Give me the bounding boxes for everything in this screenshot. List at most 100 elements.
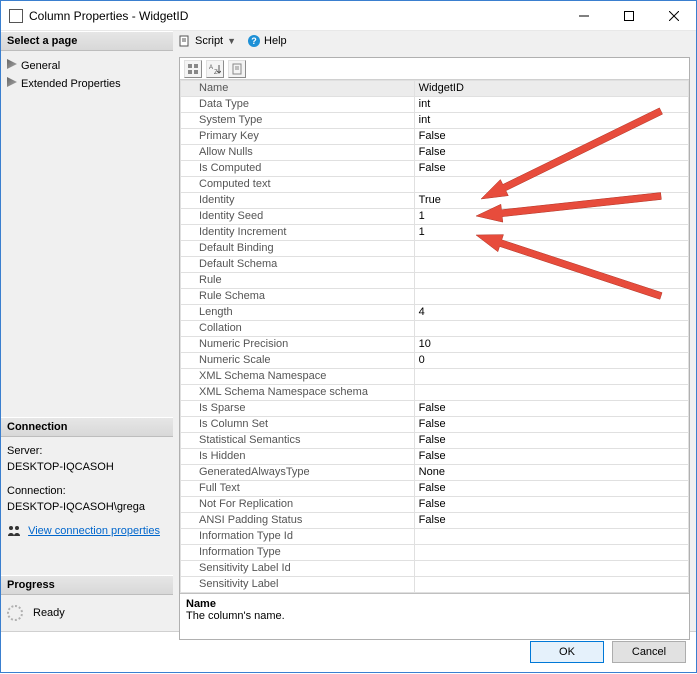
property-row[interactable]: Collation [181,321,689,337]
property-row[interactable]: GeneratedAlwaysTypeNone [181,465,689,481]
property-value[interactable]: WidgetID [414,81,688,97]
property-name: Information Type Id [181,529,415,545]
property-value[interactable]: True [414,193,688,209]
help-label[interactable]: Help [264,35,287,47]
property-grid-scroll[interactable]: NameWidgetIDData TypeintSystem TypeintPr… [180,80,689,593]
property-value[interactable]: False [414,401,688,417]
property-row[interactable]: Numeric Precision10 [181,337,689,353]
property-value[interactable]: 1 [414,225,688,241]
property-row[interactable]: Rule [181,273,689,289]
property-row[interactable]: Primary KeyFalse [181,129,689,145]
script-dropdown-icon[interactable]: ▼ [227,36,236,46]
property-row[interactable]: Not For ReplicationFalse [181,497,689,513]
property-value[interactable] [414,529,688,545]
nav-item-extended-properties[interactable]: Extended Properties [7,75,167,93]
cancel-button[interactable]: Cancel [612,641,686,663]
property-row[interactable]: XML Schema Namespace [181,369,689,385]
property-value[interactable]: False [414,433,688,449]
property-row[interactable]: Statistical SemanticsFalse [181,433,689,449]
property-value[interactable] [414,577,688,593]
property-row[interactable]: Sensitivity Label Id [181,561,689,577]
ok-button[interactable]: OK [530,641,604,663]
property-row[interactable]: Rule Schema [181,289,689,305]
alphabetical-button[interactable]: AZ [206,60,224,78]
property-name: Statistical Semantics [181,433,415,449]
property-name: Full Text [181,481,415,497]
property-row[interactable]: Identity Increment1 [181,225,689,241]
property-value[interactable]: False [414,145,688,161]
property-value[interactable]: int [414,97,688,113]
property-value[interactable] [414,561,688,577]
property-value[interactable]: 0 [414,353,688,369]
property-name: Rule Schema [181,289,415,305]
property-row[interactable]: XML Schema Namespace schema [181,385,689,401]
connection-label: Connection: [7,483,167,499]
select-page-header: Select a page [1,31,173,51]
property-panel: AZ NameWidgetIDData TypeintSystem Typein… [179,57,690,640]
property-name: Information Type [181,545,415,561]
property-name: Collation [181,321,415,337]
property-value[interactable]: int [414,113,688,129]
property-row[interactable]: Computed text [181,177,689,193]
close-button[interactable] [651,1,696,30]
property-value[interactable] [414,321,688,337]
property-value[interactable]: False [414,417,688,433]
property-row[interactable]: Identity Seed1 [181,209,689,225]
property-name: XML Schema Namespace [181,369,415,385]
property-value[interactable]: None [414,465,688,481]
property-value[interactable] [414,257,688,273]
property-row[interactable]: Is ComputedFalse [181,161,689,177]
property-row[interactable]: Information Type [181,545,689,561]
property-row[interactable]: IdentityTrue [181,193,689,209]
property-row[interactable]: ANSI Padding StatusFalse [181,513,689,529]
property-name: Identity Increment [181,225,415,241]
view-connection-properties-link[interactable]: View connection properties [28,525,160,537]
property-value[interactable]: False [414,481,688,497]
property-row[interactable]: Numeric Scale0 [181,353,689,369]
property-value[interactable]: 4 [414,305,688,321]
property-row[interactable]: NameWidgetID [181,81,689,97]
property-row[interactable]: Length4 [181,305,689,321]
property-value[interactable] [414,177,688,193]
property-name: Rule [181,273,415,289]
property-row[interactable]: Is HiddenFalse [181,449,689,465]
script-label[interactable]: Script [195,35,223,47]
property-name: Is Computed [181,161,415,177]
property-row[interactable]: Sensitivity Label [181,577,689,593]
property-value[interactable] [414,289,688,305]
help-icon: ? [248,35,260,47]
property-grid: NameWidgetIDData TypeintSystem TypeintPr… [180,80,689,593]
property-value[interactable]: 10 [414,337,688,353]
property-value[interactable]: False [414,161,688,177]
property-row[interactable]: Allow NullsFalse [181,145,689,161]
property-value[interactable] [414,545,688,561]
minimize-button[interactable] [561,1,606,30]
property-row[interactable]: Default Schema [181,257,689,273]
property-row[interactable]: Data Typeint [181,97,689,113]
property-row[interactable]: System Typeint [181,113,689,129]
nav-list: GeneralExtended Properties [1,51,173,99]
property-value[interactable] [414,273,688,289]
connection-value: DESKTOP-IQCASOH\grega [7,499,167,515]
property-row[interactable]: Is SparseFalse [181,401,689,417]
property-value[interactable] [414,385,688,401]
nav-item-general[interactable]: General [7,57,167,75]
property-value[interactable]: False [414,449,688,465]
property-value[interactable]: False [414,497,688,513]
properties-button[interactable] [228,60,246,78]
property-row[interactable]: Is Column SetFalse [181,417,689,433]
property-row[interactable]: Information Type Id [181,529,689,545]
property-row[interactable]: Full TextFalse [181,481,689,497]
categorized-button[interactable] [184,60,202,78]
script-toolbar: Script ▼ ? Help [173,31,696,51]
property-row[interactable]: Default Binding [181,241,689,257]
property-value[interactable] [414,369,688,385]
property-value[interactable]: False [414,129,688,145]
right-pane: Script ▼ ? Help AZ NameWidgetIDData Type… [173,31,696,631]
property-name: Is Hidden [181,449,415,465]
property-value[interactable]: False [414,513,688,529]
description-text: The column's name. [186,610,683,622]
property-value[interactable] [414,241,688,257]
property-value[interactable]: 1 [414,209,688,225]
maximize-button[interactable] [606,1,651,30]
